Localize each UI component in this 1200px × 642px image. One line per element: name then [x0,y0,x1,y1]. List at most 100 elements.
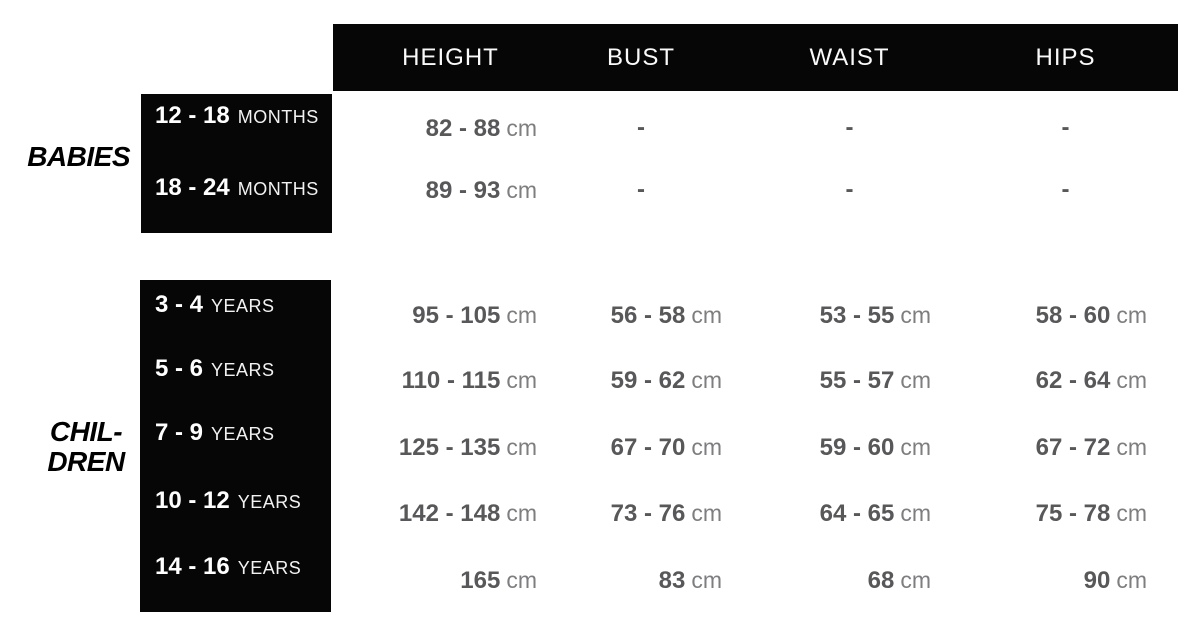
column-header-height: HEIGHT [402,44,499,71]
age-unit: YEARS [211,296,275,316]
age-unit: YEARS [211,360,275,380]
value: 62 - 64 [1035,367,1111,394]
age-range: 18 - 24 [155,174,230,201]
unit: cm [506,500,537,526]
value: 89 - 93 [425,177,501,204]
age-row-label: 10 - 12 YEARS [155,486,301,516]
unit: cm [506,177,537,203]
value: 67 - 70 [610,434,686,461]
unit: cm [506,567,537,593]
unit: cm [506,302,537,328]
value: 56 - 58 [610,302,686,329]
hips-cell: 75 - 78 cm [984,498,1147,528]
waist-cell: - [768,113,931,143]
column-header-bust: BUST [606,44,675,71]
children-age-box [140,280,331,612]
value: 142 - 148 [398,500,501,527]
age-row-label: 18 - 24 MONTHS [155,173,319,203]
unit: cm [900,302,931,328]
height-cell: 165 cm [364,565,537,595]
waist-cell: 53 - 55 cm [768,300,931,330]
age-row-label: 7 - 9 YEARS [155,418,275,448]
value: 59 - 62 [610,367,686,394]
age-row-label: 12 - 18 MONTHS [155,101,319,131]
value: - [637,176,645,203]
waist-cell: 55 - 57 cm [768,365,931,395]
bust-cell: 59 - 62 cm [560,365,722,395]
age-range: 7 - 9 [155,419,204,446]
age-row-label: 3 - 4 YEARS [155,290,275,320]
unit: cm [506,434,537,460]
value: 67 - 72 [1035,434,1111,461]
section-label-line: BABIES [27,141,130,172]
age-unit: YEARS [237,492,302,512]
value: 59 - 60 [819,434,895,461]
value: - [1061,114,1070,141]
age-unit: YEARS [211,424,275,444]
column-header-waist: WAIST [809,44,890,71]
bust-cell: - [560,175,722,205]
age-row-label: 14 - 16 YEARS [155,552,301,582]
bust-cell: 56 - 58 cm [560,300,722,330]
section-label-babies: BABIES [0,142,130,172]
bust-cell: 67 - 70 cm [560,432,722,462]
section-label-line: DREN [47,446,125,477]
unit: cm [1116,434,1147,460]
value: 82 - 88 [425,115,501,142]
unit: cm [900,367,931,393]
hips-cell: 58 - 60 cm [984,300,1147,330]
unit: cm [1116,302,1147,328]
unit: cm [506,115,537,141]
waist-cell: 64 - 65 cm [768,498,931,528]
unit: cm [506,367,537,393]
hips-cell: 62 - 64 cm [984,365,1147,395]
value: 73 - 76 [610,500,686,527]
value: 55 - 57 [819,367,895,394]
value: - [637,114,645,141]
unit: cm [900,500,931,526]
height-cell: 89 - 93 cm [364,175,537,205]
height-cell: 95 - 105 cm [364,300,537,330]
value: 83 [658,567,686,594]
value: 53 - 55 [819,302,895,329]
hips-cell: 90 cm [984,565,1147,595]
age-range: 3 - 4 [155,291,204,318]
value: - [1061,176,1070,203]
value: 75 - 78 [1035,500,1111,527]
section-label-line: CHIL- [49,416,123,447]
hips-cell: 67 - 72 cm [984,432,1147,462]
bust-cell: 73 - 76 cm [560,498,722,528]
unit: cm [691,367,722,393]
unit: cm [691,500,722,526]
bust-cell: - [560,113,722,143]
unit: cm [1116,567,1147,593]
hips-cell: - [984,175,1147,205]
unit: cm [1116,500,1147,526]
value: 90 [1083,567,1111,594]
unit: cm [900,567,931,593]
hips-cell: - [984,113,1147,143]
height-cell: 142 - 148 cm [364,498,537,528]
unit: cm [691,434,722,460]
waist-cell: 59 - 60 cm [768,432,931,462]
value: 95 - 105 [412,302,501,329]
babies-age-box [141,94,332,233]
age-range: 5 - 6 [155,355,204,382]
bust-cell: 83 cm [560,565,722,595]
age-range: 12 - 18 [155,102,230,129]
age-range: 14 - 16 [155,553,230,580]
age-range: 10 - 12 [155,487,230,514]
value: - [845,176,854,203]
age-unit: MONTHS [237,179,319,199]
unit: cm [1116,367,1147,393]
age-unit: YEARS [237,558,302,578]
height-cell: 82 - 88 cm [364,113,537,143]
unit: cm [691,567,722,593]
column-header-hips: HIPS [1035,44,1096,71]
value: 64 - 65 [819,500,895,527]
section-label-children: CHIL- DREN [36,417,136,477]
value: 68 [867,567,895,594]
value: 125 - 135 [398,434,501,461]
value: - [845,114,854,141]
